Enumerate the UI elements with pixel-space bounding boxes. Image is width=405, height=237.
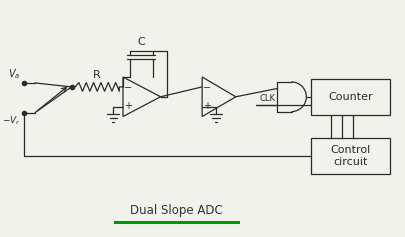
Text: $-V_r$: $-V_r$ xyxy=(2,115,21,128)
Bar xyxy=(310,79,389,114)
Text: CLK: CLK xyxy=(259,95,275,104)
Text: Counter: Counter xyxy=(328,92,372,102)
Text: −: − xyxy=(124,83,132,93)
Text: +: + xyxy=(124,101,132,111)
Text: −: − xyxy=(203,83,211,93)
Text: $V_a$: $V_a$ xyxy=(9,67,21,81)
Text: Dual Slope ADC: Dual Slope ADC xyxy=(130,204,222,217)
Text: Control
circuit: Control circuit xyxy=(330,145,370,167)
Text: C: C xyxy=(137,36,145,47)
Text: R: R xyxy=(93,70,101,80)
Text: +: + xyxy=(203,101,211,111)
Bar xyxy=(310,138,389,174)
